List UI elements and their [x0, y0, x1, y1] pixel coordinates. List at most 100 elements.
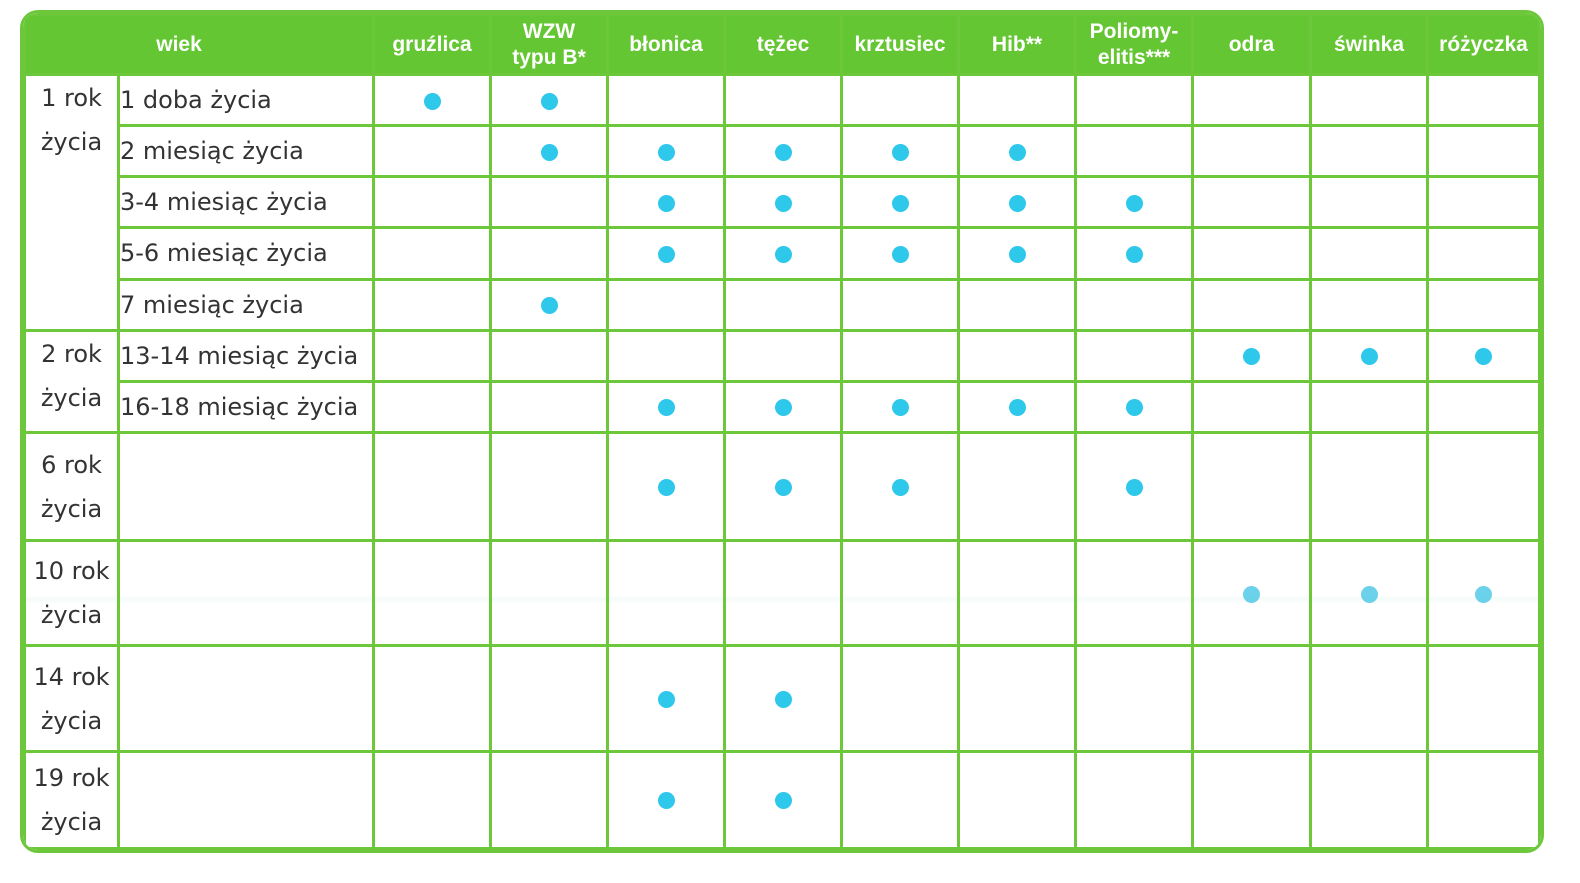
- sub-age-label: [117, 539, 375, 648]
- vaccine-cell-blonica: [606, 277, 726, 332]
- vaccination-dot-icon: [1125, 479, 1143, 496]
- column-header-line: wiek: [156, 32, 202, 56]
- vaccine-cell-hib: [957, 644, 1077, 753]
- vaccination-dot-icon: [891, 143, 909, 161]
- vaccine-cell-swinka: [1309, 277, 1429, 332]
- column-header-line: błonica: [629, 32, 703, 56]
- sub-age-label: [117, 749, 375, 850]
- vaccine-cell-poliomyelitis: [1074, 379, 1194, 434]
- vaccine-cell-krztusiec: [840, 539, 960, 648]
- vaccine-cell-odra: [1191, 749, 1312, 850]
- vaccination-dot-icon: [1360, 585, 1378, 603]
- column-header-line: typu B*: [512, 45, 586, 69]
- header-row: wiek gruźlica WZW typu B* błonica tężec krztus…: [23, 13, 1541, 76]
- table-row: 16-18 miesiąc życia: [25, 379, 1541, 434]
- sub-age-label: 1 doba życia: [117, 72, 375, 128]
- age-group-label: 14 rok: [33, 662, 110, 691]
- sub-age-label: 3-4 miesiąc życia: [117, 175, 375, 230]
- vaccine-cell-krztusiec: [840, 379, 960, 434]
- table-row: 1 rok życia 1 doba życia: [23, 72, 1541, 332]
- vaccine-cell-swinka: [1309, 226, 1429, 281]
- vaccine-cell-tezec: [723, 539, 843, 648]
- column-header-line: gruźlica: [392, 32, 472, 56]
- vaccination-dot-icon: [657, 143, 675, 161]
- vaccine-cell-poliomyelitis: [1074, 644, 1194, 753]
- vaccine-cell-swinka: [1309, 644, 1429, 753]
- vaccine-cell-wzw-typu-b: [489, 175, 609, 230]
- age-group-cell: 2 rok życia: [23, 328, 120, 434]
- sub-age-label: 7 miesiąc życia: [117, 277, 375, 332]
- age-group-label: 1 rok: [41, 84, 102, 112]
- vaccine-cell-odra: [1191, 539, 1312, 648]
- vaccination-dot-icon: [540, 297, 558, 315]
- vaccine-cell-krztusiec: [840, 226, 960, 281]
- vaccine-cell-hib: [957, 72, 1077, 128]
- vaccine-cell-hib: [957, 539, 1077, 648]
- vaccine-cell-odra: [1191, 644, 1312, 753]
- vaccine-cell-rozyczka: [1426, 226, 1541, 281]
- vaccination-dot-icon: [1008, 143, 1026, 161]
- vaccine-cell-blonica: [606, 328, 726, 383]
- age-group-label: 2 rok: [41, 339, 102, 368]
- vaccination-dot-icon: [1243, 348, 1260, 366]
- sub-age-label: 5-6 miesiąc życia: [117, 226, 375, 281]
- vaccination-dot-icon: [1243, 585, 1260, 603]
- table-row: 19 rok życia: [23, 749, 1541, 850]
- vaccination-dot-icon: [774, 194, 792, 212]
- vaccine-cell-wzw-typu-b: [489, 749, 609, 850]
- age-group-label: 6 rok: [41, 450, 102, 479]
- column-header-line: WZW: [522, 19, 576, 43]
- vaccine-cell-poliomyelitis: [1074, 749, 1194, 850]
- vaccine-cell-rozyczka: [1426, 539, 1541, 648]
- vaccine-cell-gruzlica: [372, 749, 492, 850]
- vaccine-cell-krztusiec: [840, 749, 960, 850]
- vaccine-cell-blonica: [606, 539, 726, 648]
- vaccine-cell-krztusiec: [840, 430, 960, 543]
- vaccination-dot-icon: [774, 691, 792, 709]
- vaccine-cell-wzw-typu-b: [489, 328, 609, 383]
- vaccine-cell-krztusiec: [840, 644, 960, 753]
- sub-age-label: 2 miesiąc życia: [117, 124, 375, 179]
- vaccination-dot-icon: [657, 479, 675, 496]
- age-group-cell: 19 rok życia: [23, 749, 120, 850]
- column-header-odra: odra: [1191, 13, 1312, 76]
- vaccine-cell-poliomyelitis: [1074, 226, 1194, 281]
- vaccination-dot-icon: [657, 792, 675, 810]
- vaccine-cell-tezec: [723, 277, 843, 332]
- vaccine-cell-gruzlica: [372, 72, 492, 128]
- vaccine-cell-rozyczka: [1426, 749, 1541, 850]
- vaccine-cell-swinka: [1309, 430, 1429, 543]
- column-header-krztusiec: krztusiec: [840, 13, 960, 76]
- vaccine-cell-tezec: [723, 379, 843, 434]
- vaccination-dot-icon: [1008, 194, 1026, 212]
- vaccine-cell-swinka: [1309, 72, 1429, 128]
- vaccine-cell-gruzlica: [372, 644, 492, 753]
- vaccine-cell-hib: [957, 226, 1077, 281]
- vaccine-cell-tezec: [723, 430, 843, 543]
- age-group-cell: 10 rok życia: [23, 539, 120, 648]
- vaccination-dot-icon: [891, 399, 909, 417]
- column-header-line: tężec: [756, 32, 810, 56]
- vaccination-dot-icon: [423, 92, 441, 110]
- vaccination-dot-icon: [774, 792, 792, 810]
- table-row: 5-6 miesiąc życia: [25, 226, 1541, 281]
- schedule-body: 1 rok życia 1 doba życia 2 miesiąc życia 3-4…: [23, 72, 1541, 850]
- vaccine-cell-tezec: [723, 72, 843, 128]
- age-group-label: życia: [40, 601, 103, 630]
- vaccine-cell-poliomyelitis: [1074, 124, 1194, 179]
- vaccine-cell-rozyczka: [1426, 328, 1541, 383]
- vaccination-dot-icon: [657, 194, 675, 212]
- vaccine-cell-blonica: [606, 72, 726, 128]
- vaccine-cell-poliomyelitis: [1074, 539, 1194, 648]
- vaccine-cell-odra: [1191, 430, 1312, 543]
- vaccine-cell-hib: [957, 175, 1077, 230]
- age-group-label: życia: [40, 807, 103, 836]
- vaccination-dot-icon: [1008, 399, 1026, 417]
- vaccine-cell-poliomyelitis: [1074, 277, 1194, 332]
- vaccine-cell-blonica: [606, 226, 726, 281]
- column-header-line: elitis***: [1097, 45, 1171, 69]
- table-row: 6 rok życia: [23, 430, 1541, 543]
- vaccination-dot-icon: [540, 143, 558, 161]
- vaccine-cell-hib: [957, 430, 1077, 543]
- vaccine-cell-hib: [957, 277, 1077, 332]
